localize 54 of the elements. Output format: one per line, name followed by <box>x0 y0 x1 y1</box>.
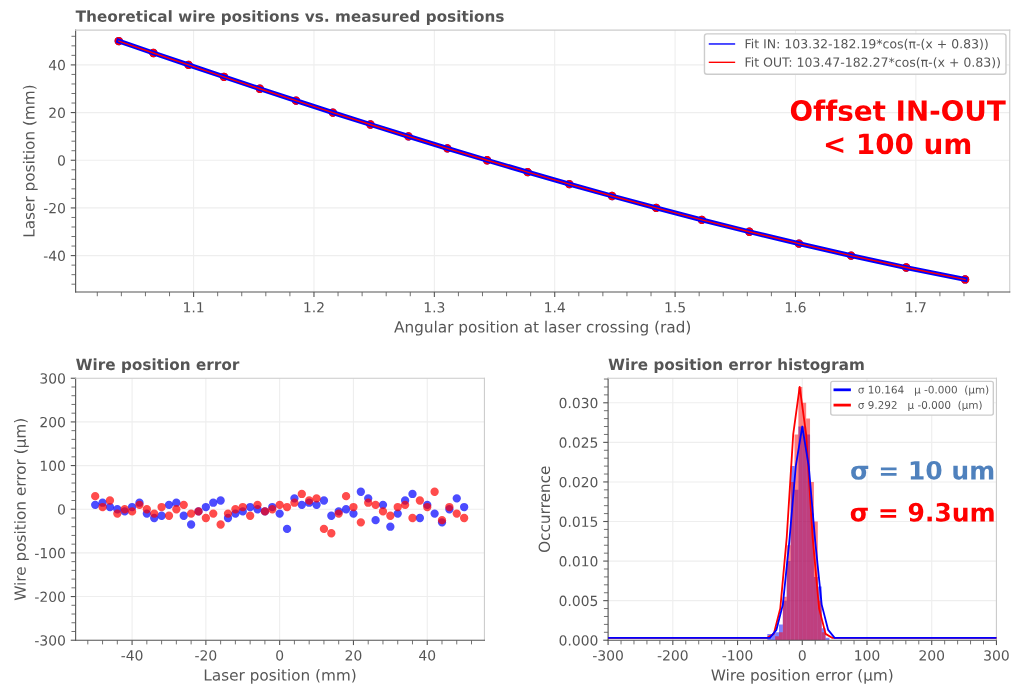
legend-label: Fit IN: 103.32-182.19*cos(π-(x + 0.83)) <box>745 38 988 50</box>
y-axis-title: Wire position error (µm) <box>14 419 29 601</box>
x-tick-label: 0 <box>798 650 806 661</box>
x-tick-label: 1.3 <box>424 302 445 313</box>
y-tick-label: 0.005 <box>559 595 598 607</box>
y-tick-label: -200 <box>35 591 65 603</box>
x-axis-title: Wire position error (µm) <box>711 668 893 684</box>
x-tick-label: -100 <box>722 650 753 661</box>
legend-label: σ 9.292 μ -0.000 (µm) <box>858 400 982 411</box>
annotation: Offset IN-OUT < 100 um <box>790 99 1006 155</box>
x-tick-label: 40 <box>419 650 436 661</box>
y-tick-label: 0 <box>57 155 65 166</box>
y-tick-label: 40 <box>48 59 65 71</box>
y-tick-label: 0.015 <box>559 516 598 527</box>
x-tick-label: -200 <box>657 650 688 661</box>
x-axis-title: Angular position at laser crossing (rad) <box>394 320 691 336</box>
x-tick-label: 1.6 <box>785 302 806 313</box>
y-axis-title: Occurrence <box>538 466 551 553</box>
y-tick-label: 300 <box>40 373 65 384</box>
y-tick-label: 200 <box>40 416 65 428</box>
x-tick-label: -40 <box>121 650 143 661</box>
x-tick-label: -20 <box>195 650 217 661</box>
x-tick-label: 1.1 <box>184 302 204 313</box>
x-tick-label: 0 <box>276 650 284 661</box>
y-tick-label: 0 <box>57 504 65 515</box>
annotation: σ = 9.3um <box>850 502 994 522</box>
x-tick-label: 1.2 <box>304 302 324 313</box>
x-tick-label: 1.4 <box>545 302 565 313</box>
y-tick-label: 0.030 <box>559 397 598 409</box>
x-tick-label: 20 <box>345 650 362 661</box>
chart-title: Wire position error <box>76 358 240 374</box>
x-tick-label: 1.5 <box>665 302 685 313</box>
chart-title: Theoretical wire positions vs. measured positions <box>75 10 504 25</box>
x-tick-label: 300 <box>984 650 1009 661</box>
y-tick-label: 100 <box>40 460 65 472</box>
legend-label: Fit OUT: 103.47-182.27*cos(π-(x + 0.83)) <box>745 57 1000 69</box>
y-tick-label: 0.025 <box>559 437 598 448</box>
y-axis-title: Laser position (mm) <box>22 85 38 237</box>
y-tick-label: 0.020 <box>559 476 598 488</box>
y-tick-label: -20 <box>43 202 65 214</box>
y-tick-label: 20 <box>49 107 65 119</box>
x-tick-label: 1.7 <box>906 302 926 313</box>
y-tick-label: -40 <box>43 250 65 262</box>
y-tick-label: -100 <box>35 547 65 559</box>
x-tick-label: -300 <box>593 650 623 661</box>
y-tick-label: 0.000 <box>559 635 598 646</box>
x-axis-title: Laser position (mm) <box>204 668 356 684</box>
annotation: σ = 10 um <box>851 460 994 480</box>
legend-label: σ 10.164 μ -0.000 (µm) <box>858 385 989 396</box>
chart-title: Wire position error histogram <box>608 358 864 374</box>
x-tick-label: 200 <box>919 650 945 661</box>
x-tick-label: 100 <box>855 650 880 661</box>
y-tick-label: -300 <box>35 635 65 646</box>
y-tick-label: 0.010 <box>559 556 598 567</box>
